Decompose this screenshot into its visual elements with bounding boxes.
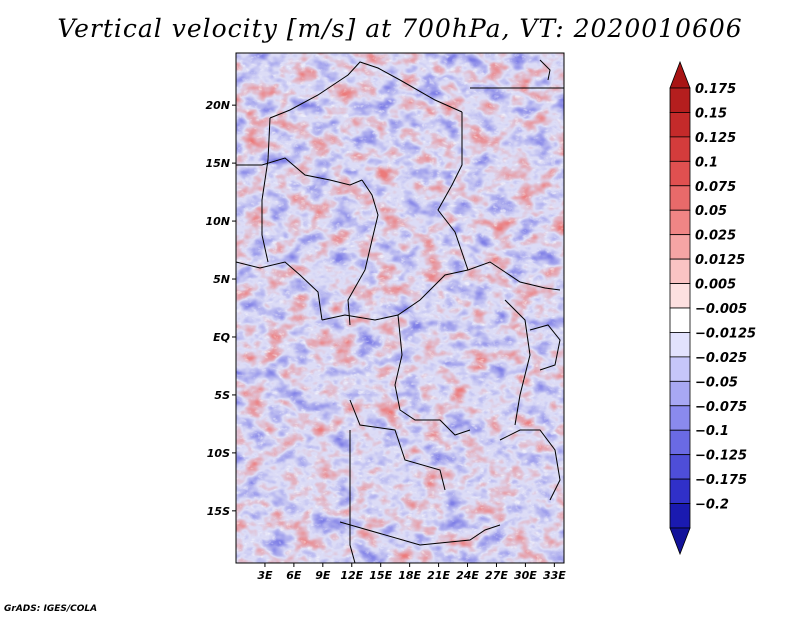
colorbar-label: −0.075 [695, 400, 747, 415]
lat-axis: 20N 15N 10N 5N EQ 5S 10S 15S [205, 99, 236, 518]
lon-tick-label: 24E [456, 569, 479, 582]
colorbar-label: 0.075 [695, 180, 736, 195]
lon-tick-label: 30E [514, 569, 537, 582]
colorbar-swatch [669, 258, 691, 284]
colorbar-label: −0.2 [695, 498, 729, 513]
border-line [394, 314, 471, 436]
colorbar-swatch [669, 234, 691, 260]
border-line [437, 112, 469, 271]
colorbar-swatch [669, 380, 691, 407]
colorbar-label: 0.125 [695, 131, 736, 146]
colorbar-label: 0.05 [695, 204, 727, 219]
border-line [269, 61, 463, 119]
border-line [347, 179, 379, 326]
colorbar-label: 0.025 [695, 229, 736, 244]
lon-tick-label: 33E [543, 569, 566, 582]
map-frame [235, 52, 565, 564]
colorbar-label: 0.1 [695, 155, 718, 170]
border-line [539, 59, 551, 81]
colorbar-swatch [669, 405, 691, 431]
lon-tick-label: 12E [340, 569, 363, 582]
colorbar-swatch [669, 209, 691, 236]
border-line [529, 324, 561, 371]
border-line [499, 429, 561, 501]
colorbar-swatch [669, 332, 691, 358]
colorbar-swatch [669, 503, 691, 529]
lon-tick-label: 6E [286, 569, 302, 582]
lon-tick-label: 21E [427, 569, 450, 582]
lon-tick-label: 3E [257, 569, 273, 582]
lon-tick-label: 9E [315, 569, 331, 582]
colorbar-label: −0.005 [695, 302, 747, 317]
country-borders [235, 59, 564, 564]
field-fine-structure [236, 53, 564, 563]
colorbar-label: 0.15 [695, 106, 727, 121]
lat-tick-label: 15S [207, 505, 230, 518]
colorbar-swatch [669, 112, 691, 138]
colorbar-swatch [669, 356, 691, 382]
border-line [235, 261, 323, 321]
border-line [236, 157, 363, 186]
lat-tick-label: 20N [205, 99, 230, 112]
colorbar-label: 0.005 [695, 278, 736, 293]
border-line [349, 430, 356, 564]
colorbar-top-arrow [669, 60, 691, 89]
colorbar-swatch [669, 87, 691, 113]
map-panel: 20N 15N 10N 5N EQ 5S 10S 15S 3E 6E 9E 12E 15E 18E 21E… [205, 52, 566, 582]
lat-tick-label: 15N [205, 157, 230, 170]
border-line [467, 261, 561, 291]
lon-tick-label: 18E [398, 569, 421, 582]
border-line [261, 117, 271, 263]
plot-title: Vertical velocity [m/s] at 700hPa, VT: 2… [57, 14, 743, 43]
colorbar-label: −0.0125 [695, 326, 756, 341]
colorbar-swatch [669, 185, 691, 211]
colorbar-label: −0.125 [695, 449, 747, 464]
colorbar-label: 0.175 [695, 82, 736, 97]
border-line [339, 521, 501, 546]
lon-axis: 3E 6E 9E 12E 15E 18E 21E 24E 27E 30E 33E [257, 563, 566, 582]
colorbar-label: −0.1 [695, 424, 729, 439]
colorbar-swatch [669, 454, 691, 480]
colorbar-bottom-arrow [669, 527, 691, 556]
colorbar-label: −0.025 [695, 351, 747, 366]
colorbar-label: 0.0125 [695, 253, 745, 268]
lat-tick-label: 10S [207, 447, 230, 460]
colorbar-swatch [669, 283, 691, 309]
colorbar-swatch [669, 307, 691, 333]
lat-tick-label: 5N [213, 273, 230, 286]
lon-tick-label: 15E [369, 569, 392, 582]
lon-tick-label: 27E [485, 569, 508, 582]
colorbar-label: −0.05 [695, 375, 738, 390]
colorbar-swatch [669, 478, 691, 504]
lat-tick-label: 5S [214, 389, 230, 402]
colorbar: 0.175 0.15 0.125 0.1 0.075 0.05 0.025 0.0125 0.0… [669, 60, 756, 556]
colorbar-swatch [669, 160, 691, 187]
lat-tick-label: EQ [213, 331, 230, 344]
lat-tick-label: 10N [205, 215, 230, 228]
border-line [504, 299, 531, 426]
colorbar-swatch [669, 429, 691, 456]
colorbar-label: −0.175 [695, 473, 747, 488]
grads-credit: GrADS: IGES/COLA [4, 604, 98, 614]
border-line [349, 399, 446, 491]
colorbar-swatch [669, 136, 691, 162]
